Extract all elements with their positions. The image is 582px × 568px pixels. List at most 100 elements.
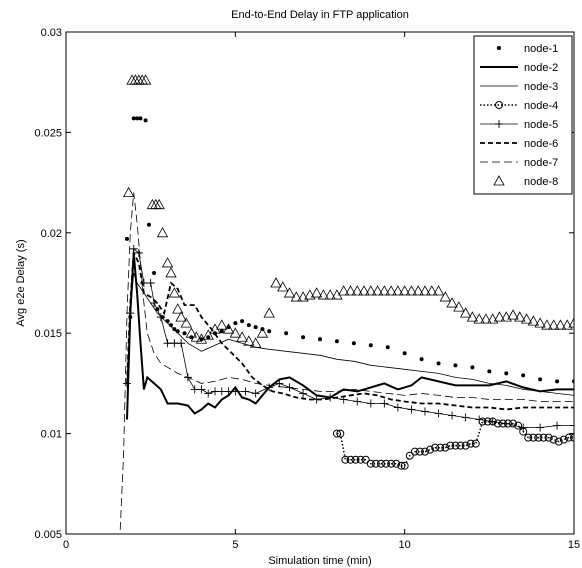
- node-1-point: [182, 331, 187, 336]
- legend-label: node-6: [524, 138, 558, 150]
- node-8-point: [487, 313, 499, 324]
- node-8-point: [139, 74, 152, 85]
- node-8-point: [473, 313, 485, 324]
- node-8-point: [344, 285, 357, 296]
- node-8-point: [175, 311, 187, 322]
- legend-node-4-point: [495, 101, 503, 109]
- node-8-point: [172, 303, 184, 314]
- node-8-point: [222, 323, 235, 334]
- node-4-point: [446, 441, 455, 450]
- node-5-point: [139, 279, 148, 287]
- node-8-point: [202, 329, 214, 340]
- node-8-point: [317, 289, 330, 300]
- node-1-point: [253, 325, 258, 330]
- node-4-point: [366, 459, 375, 468]
- node-4-point: [471, 439, 480, 448]
- node-1-point: [143, 118, 148, 123]
- legend-label: node-4: [524, 100, 558, 112]
- node-1-point: [301, 335, 306, 340]
- y-tick-label: 0.025: [34, 127, 62, 139]
- node-5-point: [163, 339, 172, 348]
- node-8-point: [554, 319, 567, 330]
- series-layer: [119, 74, 574, 531]
- node-4-point: [392, 459, 401, 468]
- node-5-point: [353, 397, 362, 406]
- node-8-point: [277, 281, 289, 292]
- node-4-point: [420, 447, 429, 456]
- node-8-point: [133, 74, 145, 85]
- node-5-point: [420, 407, 429, 416]
- x-tick-label: 10: [399, 539, 411, 551]
- node-1-point: [368, 343, 373, 348]
- node-8-point: [500, 311, 512, 322]
- x-tick-label: 15: [568, 539, 580, 551]
- node-8-point: [419, 285, 431, 296]
- y-tick-label: 0.01: [41, 429, 62, 441]
- node-8-point: [507, 309, 519, 320]
- y-tick-label: 0.005: [34, 529, 62, 541]
- node-4-point: [361, 455, 370, 464]
- node-4-point: [336, 429, 345, 438]
- node-4-point: [431, 443, 440, 452]
- node-1-point: [131, 116, 136, 121]
- node-2-line: [126, 252, 574, 420]
- node-1-point: [318, 337, 322, 342]
- node-8-point: [283, 287, 296, 298]
- node-5-point: [299, 389, 308, 398]
- axes-layer: 0 5 10 15 0.005 0.01 0.015 0.02 0.025 0.03: [34, 27, 580, 551]
- node-5-point: [146, 279, 155, 287]
- node-8-point: [412, 285, 424, 296]
- node-8-point: [392, 285, 404, 296]
- legend: node-1 node-2 node-3 node-4 node-5 node-6 node…: [473, 35, 573, 195]
- node-4-point: [426, 445, 435, 454]
- node-5-point: [461, 413, 470, 422]
- node-1-point: [538, 377, 543, 382]
- node-8-point: [129, 74, 142, 85]
- node-8-point: [385, 285, 397, 296]
- legend-node-1-point: [497, 46, 501, 50]
- node-8-point: [426, 285, 438, 296]
- node-1-point: [284, 331, 289, 336]
- node-8-point: [398, 285, 411, 296]
- y-tick-label: 0.015: [34, 328, 62, 340]
- node-1-point: [168, 323, 173, 328]
- node-8-point: [243, 335, 255, 346]
- node-4-point: [376, 459, 385, 468]
- node-1-point: [135, 116, 140, 121]
- node-8-point: [126, 74, 138, 85]
- legend-label: node-5: [524, 119, 558, 131]
- node-5-point: [156, 313, 165, 322]
- node-8-point: [378, 285, 391, 296]
- series-node-7: [119, 192, 574, 531]
- node-1-point: [219, 329, 224, 334]
- node-5-point: [275, 379, 284, 388]
- legend-label: node-8: [524, 176, 558, 188]
- node-8-point: [541, 319, 553, 330]
- node-5-point: [224, 387, 233, 396]
- node-1-point: [453, 363, 458, 368]
- node-8-point: [249, 337, 262, 348]
- node-1-point: [334, 339, 339, 344]
- node-4-point: [415, 447, 424, 456]
- legend-node-5-point: [495, 120, 503, 128]
- node-1-point: [267, 329, 272, 334]
- node-8-point: [453, 301, 465, 312]
- node-5-point: [553, 421, 562, 430]
- node-3-line: [126, 272, 574, 396]
- node-4-point: [549, 435, 558, 444]
- node-4-point: [405, 451, 414, 460]
- node-1-point: [246, 323, 251, 328]
- node-4-point: [451, 441, 460, 450]
- node-1-point: [138, 116, 143, 121]
- node-1-point: [165, 319, 170, 324]
- node-8-point: [168, 287, 181, 298]
- node-1-point: [175, 329, 180, 334]
- node-5-line: [126, 248, 574, 428]
- node-8-point: [534, 317, 546, 328]
- node-5-point: [241, 387, 250, 396]
- node-4-point: [524, 433, 533, 442]
- node-8-point: [195, 333, 208, 344]
- node-4-point: [559, 435, 568, 444]
- node-4-point: [332, 429, 341, 438]
